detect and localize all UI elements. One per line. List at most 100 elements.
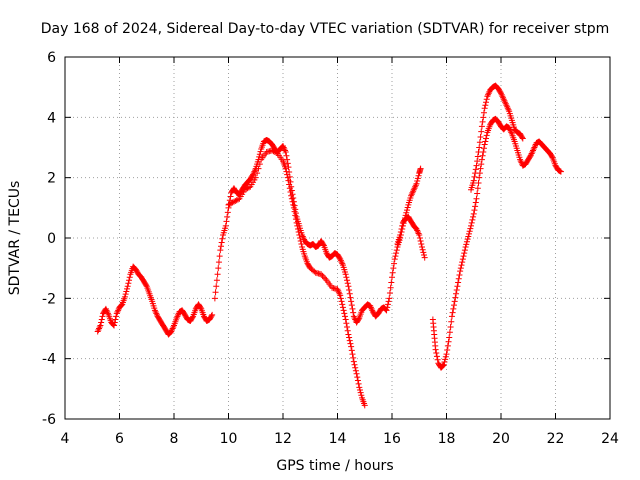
data-point bbox=[418, 241, 425, 248]
data-point bbox=[445, 338, 452, 345]
data-point bbox=[287, 188, 294, 195]
data-point bbox=[348, 343, 355, 350]
data-point bbox=[472, 203, 479, 210]
data-point bbox=[384, 304, 391, 311]
data-point bbox=[219, 235, 226, 242]
data-point bbox=[464, 236, 471, 243]
data-point bbox=[256, 151, 263, 158]
data-point bbox=[282, 149, 289, 156]
data-point bbox=[227, 193, 234, 200]
data-point bbox=[113, 313, 120, 320]
data-point bbox=[457, 265, 464, 272]
data-point bbox=[358, 392, 365, 399]
data-point bbox=[346, 337, 353, 344]
data-point bbox=[519, 134, 526, 141]
data-point bbox=[465, 233, 472, 240]
data-point bbox=[337, 295, 344, 302]
data-point bbox=[387, 284, 394, 291]
data-point bbox=[453, 287, 460, 294]
data-point bbox=[347, 340, 354, 347]
data-point bbox=[474, 185, 481, 192]
data-point bbox=[433, 350, 440, 357]
data-point bbox=[318, 271, 325, 278]
data-point bbox=[348, 302, 355, 309]
data-point bbox=[342, 316, 349, 323]
data-point bbox=[473, 195, 480, 202]
data-point bbox=[346, 290, 353, 297]
data-point bbox=[290, 204, 297, 211]
data-point bbox=[125, 280, 132, 287]
data-point bbox=[289, 198, 296, 205]
data-point bbox=[344, 280, 351, 287]
data-point bbox=[98, 316, 105, 323]
data-point bbox=[386, 290, 393, 297]
data-point bbox=[482, 138, 489, 145]
data-point bbox=[209, 311, 216, 318]
data-point bbox=[392, 253, 399, 260]
y-tick-label: -6 bbox=[42, 412, 56, 428]
data-point bbox=[465, 230, 472, 237]
data-point bbox=[255, 165, 262, 172]
data-point bbox=[257, 148, 264, 155]
data-point bbox=[286, 185, 293, 192]
data-point bbox=[212, 289, 219, 296]
y-tick-label: 4 bbox=[47, 110, 56, 126]
x-tick-label: 10 bbox=[220, 431, 238, 447]
data-point bbox=[320, 241, 327, 248]
data-point bbox=[446, 329, 453, 336]
data-point bbox=[352, 367, 359, 374]
data-point bbox=[450, 305, 457, 312]
x-tick-label: 24 bbox=[601, 431, 619, 447]
x-tick-label: 6 bbox=[115, 431, 124, 447]
data-point bbox=[481, 141, 488, 148]
data-point bbox=[290, 201, 297, 208]
data-point bbox=[472, 170, 479, 177]
data-point bbox=[121, 293, 128, 300]
data-point bbox=[345, 283, 352, 290]
data-point bbox=[111, 322, 118, 329]
data-point bbox=[478, 156, 485, 163]
data-point bbox=[283, 152, 290, 159]
data-point bbox=[519, 135, 526, 142]
data-point bbox=[342, 271, 349, 278]
data-point bbox=[417, 238, 424, 245]
data-point bbox=[470, 210, 477, 217]
data-point bbox=[440, 362, 447, 369]
data-point bbox=[434, 356, 441, 363]
data-point bbox=[286, 181, 293, 188]
data-point bbox=[417, 165, 424, 172]
data-point bbox=[224, 213, 231, 220]
data-point bbox=[452, 294, 459, 301]
data-point bbox=[444, 342, 451, 349]
data-point bbox=[123, 288, 130, 295]
data-point bbox=[432, 346, 439, 353]
data-point bbox=[292, 216, 299, 223]
data-point bbox=[403, 209, 410, 216]
data-point bbox=[343, 320, 350, 327]
data-point bbox=[470, 213, 477, 220]
data-point bbox=[478, 128, 485, 135]
data-point bbox=[497, 89, 504, 96]
data-point bbox=[450, 302, 457, 309]
x-tick-label: 22 bbox=[547, 431, 565, 447]
series-segment-3 bbox=[225, 147, 368, 409]
data-point bbox=[295, 228, 302, 235]
data-point bbox=[284, 156, 291, 163]
data-point bbox=[123, 285, 130, 292]
data-point bbox=[348, 347, 355, 354]
y-axis-label: SDTVAR / TECUs bbox=[7, 181, 23, 296]
data-point bbox=[320, 274, 327, 281]
data-point bbox=[383, 307, 390, 314]
data-point bbox=[96, 325, 103, 332]
data-point bbox=[293, 219, 300, 226]
data-point bbox=[421, 251, 428, 258]
data-point bbox=[397, 228, 404, 235]
data-point bbox=[355, 380, 362, 387]
data-point bbox=[480, 109, 487, 116]
data-point bbox=[294, 225, 301, 232]
data-point bbox=[474, 158, 481, 165]
y-tick-label: -2 bbox=[42, 291, 56, 307]
data-point bbox=[97, 322, 104, 329]
data-point bbox=[296, 231, 303, 238]
